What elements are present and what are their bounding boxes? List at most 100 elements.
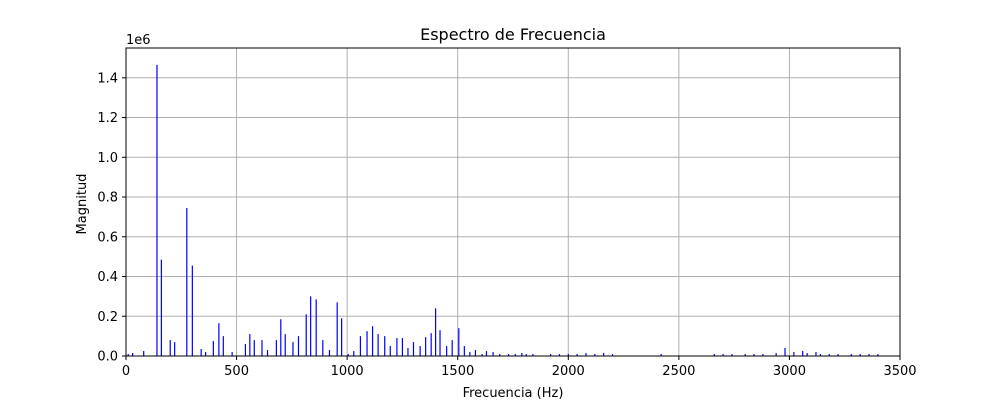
spectrum-bar [469,352,471,356]
y-tick-label: 1.2 [97,111,118,126]
spectrum-bar [366,331,368,356]
spectrum-bar [828,354,830,356]
spectrum-bar [297,336,300,356]
x-tick-label: 500 [224,364,249,379]
spectrum-bar [722,354,724,356]
spectrum-bar [143,351,145,356]
spectrum-bar [775,353,777,356]
spectrum-bar [249,334,251,356]
spectrum-bar [837,354,839,356]
spectrum-bar [328,350,331,356]
spectrum-bar [244,344,247,356]
spectrum-bar [784,348,786,356]
spectrum-bar [815,352,817,356]
spectrum-bar [347,354,349,356]
spectrum-bar [186,207,188,356]
spectrum-bar [525,354,527,356]
y-axis-label: Magnitud [75,174,90,235]
spectrum-bar [521,353,523,356]
spectrum-bar [744,354,746,356]
y-tick-label: 0.2 [97,310,118,325]
spectrum-bar [446,346,448,356]
y-tick-label: 0.6 [97,230,118,245]
spectrum-bar [292,342,294,356]
spectrum-bar [412,342,415,356]
spectrum-bar [549,354,552,356]
spectrum-bar [611,354,614,356]
spectrum-bar [315,299,317,356]
plot-frame [125,47,901,357]
spectrum-bar [859,354,861,356]
y-axis-offset-label: 1e6 [126,33,151,48]
spectrum-bar [396,338,398,356]
spectrum-bar [341,318,343,356]
spectrum-bar [353,351,355,356]
spectrum-bar [806,353,808,356]
x-tick-label: 3500 [883,364,916,379]
spectrum-bar [499,354,501,356]
spectrum-bar [359,336,362,356]
x-tick-label: 1500 [441,364,474,379]
spectrum-bar [567,354,569,356]
spectrum-bar [877,354,879,356]
spectrum-bar [371,326,374,356]
y-tick-label: 1.0 [97,151,118,166]
spectrum-bar [762,354,764,356]
spectrum-bar [336,302,338,356]
spectrum-bar [231,352,233,356]
spectrum-bar [401,338,404,356]
spectrum-bar [660,354,662,356]
spectrum-bar [850,354,852,356]
spectrum-bar [819,354,821,356]
x-tick-label: 1000 [331,364,364,379]
ticks: 0 500 1000 1500 2000 2500 3000 3500 0.0 0.2 0.4 0.6… [97,71,916,379]
spectrum-bar [713,354,715,356]
spectrum-bar [191,265,193,356]
spectrum-bar [212,341,214,356]
spectrum-bar [451,340,453,356]
spectrum-bar [266,350,269,356]
spectrum-bar [425,337,427,356]
spectrum-bar [558,354,561,356]
y-tick-label: 1.4 [97,71,118,86]
spectrum-bar [384,336,386,356]
spectrum-bar [222,336,224,356]
spectrum-bar [731,354,733,356]
spectrum-bar [174,342,176,356]
x-tick-label: 2000 [552,364,585,379]
spectrum-bar [430,333,432,356]
spectrum-bar [261,340,263,356]
spectrum-bar [576,354,578,356]
spectrum-bar [127,354,129,356]
spectrum-bar [868,354,870,356]
spectrum-bar [802,351,804,356]
spectrum-bar [305,314,307,356]
spectrum-bar [474,350,477,356]
x-axis-label: Frecuencia (Hz) [463,386,564,400]
bars [127,64,879,356]
spectrum-bar [507,354,510,356]
x-tick-label: 2500 [662,364,695,379]
spectrum-bar [200,349,202,356]
spectrum-bar [310,296,312,356]
spectrum-bar [169,340,171,356]
spectrum-bar [156,64,158,356]
spectrum-bar [389,346,391,356]
spectrum-bar [463,346,465,356]
spectrum-bar [160,259,162,356]
spectrum-bar [419,346,421,356]
spectrum-bar [492,352,494,356]
spectrum-bar [439,330,441,356]
spectrum-bar [594,354,596,356]
y-tick-label: 0.4 [97,270,118,285]
spectrum-bar [458,328,460,356]
spectrum-bar [322,340,324,356]
spectrum-bar [485,351,488,356]
spectrum-bar [481,354,483,356]
y-tick-label: 0.0 [97,350,118,365]
spectrum-bar [377,334,379,356]
spectrum-bar [284,334,286,356]
spectrum-bar [218,323,220,356]
